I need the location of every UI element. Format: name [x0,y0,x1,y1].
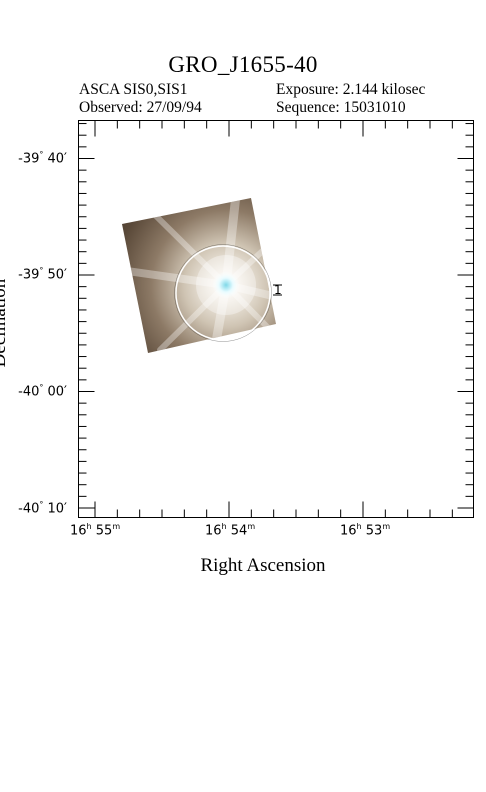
dec-tick-label: -39° 40′ [18,150,67,167]
axis-ticks [78,120,474,518]
instrument-label: ASCA SIS0,SIS1 [79,81,188,98]
y-axis-label: Declination [0,278,10,368]
source-region-circle [175,245,271,341]
dec-tick-label: -39° 50′ [18,266,67,283]
x-axis-label: Right Ascension [200,555,326,576]
dec-tick-label: -40° 10′ [18,500,67,517]
ra-tick-label: 16h 55m [70,522,121,539]
plot-frame [78,120,474,518]
source-marker-label: 1 [274,283,282,297]
ra-tick-label: 16h 53m [340,522,391,539]
image-title: GRO_J1655-40 [168,52,318,77]
sequence-label: Sequence: 15031010 [276,99,406,116]
dec-tick-label: -40° 00′ [18,383,67,400]
exposure-label: Exposure: 2.144 kilosec [276,81,426,98]
xray-image [122,198,276,353]
observed-date: Observed: 27/09/94 [79,99,202,116]
ra-tick-label: 16h 54m [205,522,256,539]
